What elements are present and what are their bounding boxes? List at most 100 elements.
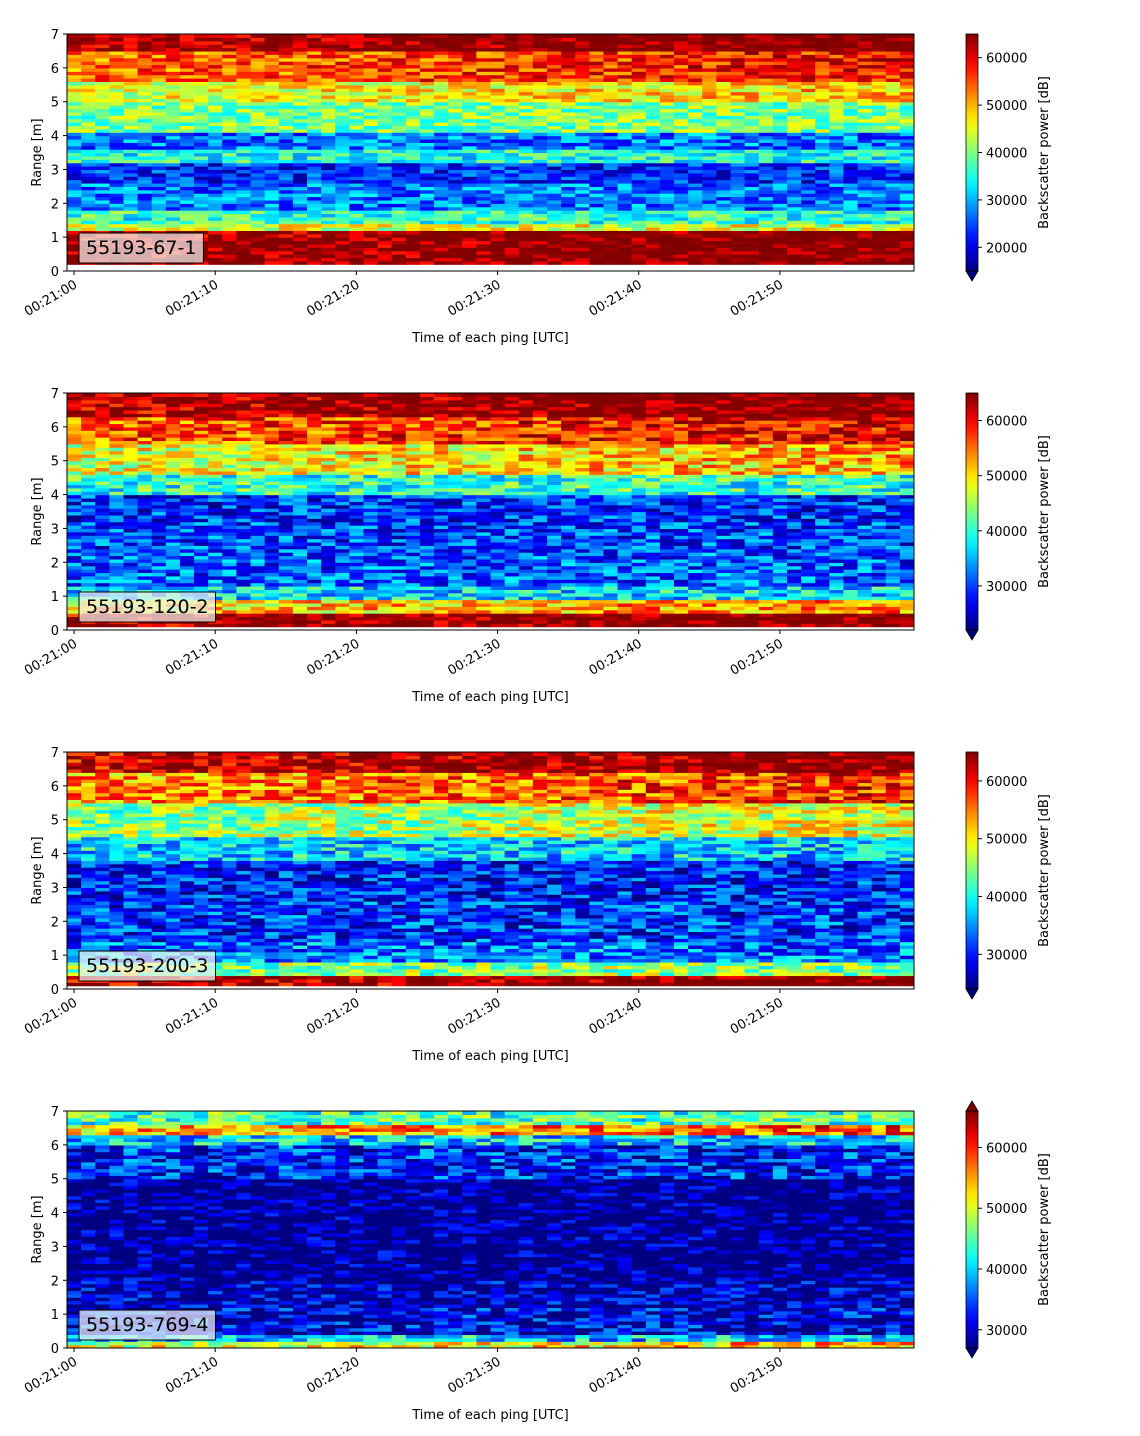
heatmap-cell <box>857 37 873 42</box>
heatmap-cell <box>688 216 703 221</box>
heatmap-cell <box>67 552 82 557</box>
heatmap-cell <box>363 125 379 130</box>
heatmap-cell <box>165 528 181 533</box>
heatmap-cell <box>829 61 845 66</box>
heatmap-cell <box>208 108 223 113</box>
heatmap-cell <box>419 118 435 123</box>
heatmap-cell <box>236 538 252 543</box>
heatmap-cell <box>95 521 110 526</box>
heatmap-cell <box>857 193 873 198</box>
heatmap-cell <box>67 240 82 245</box>
heatmap-cell <box>434 98 449 103</box>
heatmap-cell <box>871 152 887 157</box>
heatmap-cell <box>335 152 350 157</box>
heatmap-cell <box>377 128 393 133</box>
heatmap-cell <box>335 74 350 79</box>
heatmap-cell <box>744 108 760 113</box>
heatmap-cell <box>222 213 237 218</box>
heatmap-cell <box>631 37 647 42</box>
heatmap-cell <box>194 57 209 62</box>
heatmap-cell <box>631 115 647 120</box>
heatmap-cell <box>476 176 492 181</box>
heatmap-cell <box>504 203 520 208</box>
heatmap-cell <box>490 74 506 79</box>
heatmap-cell <box>278 81 294 86</box>
heatmap-cell <box>546 128 562 133</box>
heatmap-cell <box>786 88 802 93</box>
heatmap-cell <box>250 54 266 59</box>
heatmap-cell <box>419 206 435 211</box>
heatmap-cell <box>95 525 110 530</box>
heatmap-cell <box>843 166 859 171</box>
heatmap-cell <box>801 223 816 228</box>
heatmap-cell <box>843 118 859 123</box>
heatmap-cell <box>222 528 237 533</box>
heatmap-cell <box>292 210 308 215</box>
heatmap-cell <box>391 74 407 79</box>
heatmap-cell <box>603 91 619 96</box>
heatmap-cell <box>194 61 209 66</box>
heatmap-cell <box>546 118 562 123</box>
heatmap-cell <box>123 145 139 150</box>
heatmap-cell <box>758 179 774 184</box>
heatmap-cell <box>786 128 802 133</box>
heatmap-cell <box>208 555 223 560</box>
heatmap-cell <box>589 71 605 76</box>
heatmap-cell <box>772 223 788 228</box>
heatmap-cell <box>476 94 492 99</box>
heatmap-cell <box>589 179 605 184</box>
heatmap-cell <box>377 162 393 167</box>
heatmap-cell <box>67 172 82 177</box>
heatmap-cell <box>123 501 139 506</box>
heatmap-cell <box>716 199 732 204</box>
heatmap-cell <box>504 220 520 225</box>
heatmap-cell <box>419 169 435 174</box>
heatmap-cell <box>702 233 717 238</box>
heatmap-cell <box>335 213 350 218</box>
heatmap-cell <box>843 108 859 113</box>
heatmap-cell <box>179 569 195 574</box>
heatmap-cell <box>81 216 96 221</box>
heatmap-cell <box>194 562 209 567</box>
heatmap-cell <box>208 457 223 462</box>
heatmap-cell <box>716 98 732 103</box>
heatmap-cell <box>179 538 195 543</box>
heatmap-cell <box>589 125 605 130</box>
heatmap-cell <box>730 37 746 42</box>
heatmap-cell <box>264 240 280 245</box>
heatmap-cell <box>899 91 914 96</box>
heatmap-cell <box>137 186 153 191</box>
heatmap-cell <box>165 538 181 543</box>
heatmap-cell <box>772 111 788 116</box>
heatmap-cell <box>815 260 830 265</box>
heatmap-cell <box>321 115 336 120</box>
heatmap-cell <box>194 558 209 563</box>
heatmap-cell <box>405 84 421 89</box>
heatmap-cell <box>179 545 195 550</box>
heatmap-cell <box>391 155 407 160</box>
heatmap-cell <box>744 47 760 52</box>
heatmap-cell <box>504 37 520 42</box>
heatmap-cell <box>194 135 209 140</box>
heatmap-cell <box>335 98 350 103</box>
heatmap-cell <box>194 145 209 150</box>
heatmap-cell <box>603 88 619 93</box>
heatmap-cell <box>278 128 294 133</box>
heatmap-cell <box>772 162 788 167</box>
heatmap-cell <box>194 67 209 72</box>
heatmap-cell <box>95 223 110 228</box>
heatmap-cell <box>589 166 605 171</box>
heatmap-cell <box>645 159 661 164</box>
heatmap-cell <box>335 260 350 265</box>
heatmap-cell <box>490 118 506 123</box>
heatmap-cell <box>504 94 520 99</box>
heatmap-cell <box>758 159 774 164</box>
heatmap-cell <box>194 494 209 499</box>
heatmap-cell <box>67 518 82 523</box>
heatmap-cell <box>448 128 463 133</box>
heatmap-cell <box>137 497 153 502</box>
heatmap-cell <box>688 118 703 123</box>
heatmap-cell <box>645 250 661 255</box>
heatmap-cell <box>589 162 605 167</box>
heatmap-cell <box>81 501 96 506</box>
